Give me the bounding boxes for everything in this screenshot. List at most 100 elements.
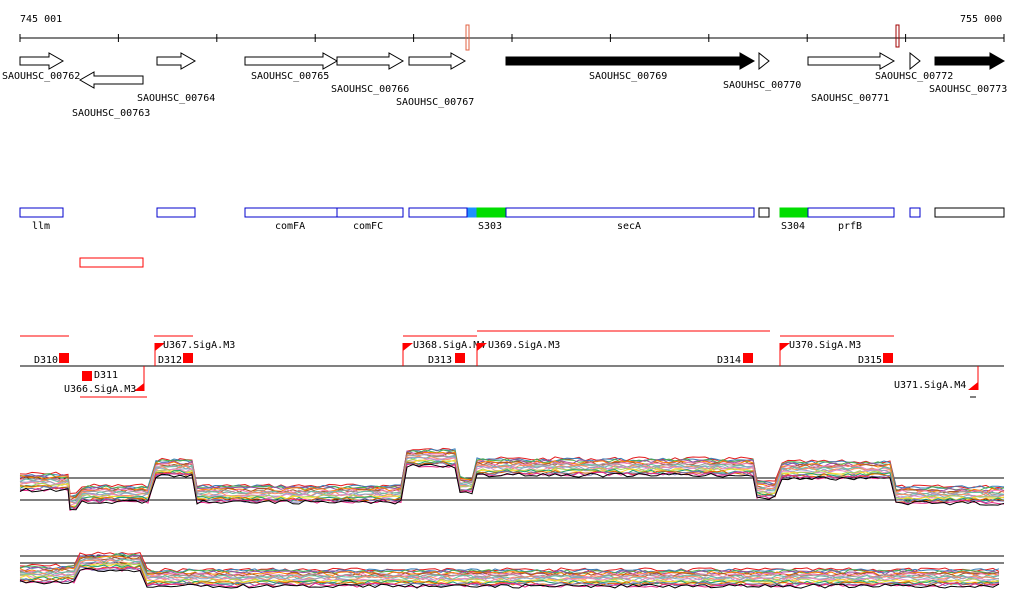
promoter-flag-icon — [403, 343, 413, 351]
red-region-box[interactable] — [79, 257, 144, 268]
regulatory-label: U366.SigA.M3 — [64, 384, 136, 395]
gene-track: SAOUHSC_00762 SAOUHSC_00763 SAOUHSC_00764 S… — [2, 51, 1007, 119]
regulatory-d314[interactable]: D314 — [717, 353, 753, 366]
gene-arrow-icon[interactable] — [408, 52, 467, 70]
expression-line — [19, 567, 1000, 589]
expression-plot-1 — [19, 447, 1005, 512]
expression-line — [19, 463, 1005, 511]
gene-saouhsc_00766[interactable]: SAOUHSC_00766 — [331, 52, 409, 95]
gene-arrow-icon[interactable] — [78, 71, 144, 89]
terminator-icon — [455, 353, 465, 363]
feature-box[interactable] — [476, 207, 507, 218]
feature-box[interactable] — [909, 207, 921, 218]
gene-saouhsc_00773[interactable]: SAOUHSC_00773 — [929, 52, 1007, 95]
expression-line — [19, 456, 1005, 504]
regulatory-u367-siga-m3[interactable]: U367.SigA.M3 — [154, 340, 235, 366]
regulatory-d313[interactable]: D313 — [428, 353, 465, 366]
gene-label: SAOUHSC_00767 — [396, 97, 474, 108]
gene-label: SAOUHSC_00772 — [875, 71, 953, 82]
feature-box[interactable] — [505, 207, 755, 218]
regulatory-d311[interactable]: D311 — [82, 370, 118, 381]
feature-label: secA — [617, 221, 641, 232]
feature-label: S304 — [781, 221, 805, 232]
regulatory-label: D310 — [34, 355, 58, 366]
gene-arrow-icon[interactable] — [156, 52, 197, 70]
ruler-marker — [465, 24, 470, 51]
ruler: 745 001 755 000 — [19, 14, 1005, 51]
gene-arrow-icon[interactable] — [505, 52, 756, 70]
feature-box[interactable] — [467, 207, 478, 218]
feature-label: llm — [32, 221, 50, 232]
expression-line — [19, 447, 1005, 495]
terminator-icon — [82, 371, 92, 381]
gene-saouhsc_00770[interactable]: SAOUHSC_00770 — [723, 51, 801, 91]
expression-line — [19, 449, 1005, 498]
feature-box[interactable] — [807, 207, 895, 218]
feature-box[interactable] — [934, 207, 1005, 218]
gene-saouhsc_00765[interactable]: SAOUHSC_00765 — [244, 52, 339, 82]
gene-label: SAOUHSC_00763 — [72, 108, 150, 119]
feature-box[interactable] — [156, 207, 196, 218]
gene-arrow-icon[interactable] — [807, 52, 896, 70]
promoter-flag-icon — [477, 343, 487, 351]
regulatory-label: D313 — [428, 355, 452, 366]
feature-box[interactable] — [336, 207, 404, 218]
gene-arrow-icon[interactable] — [336, 52, 405, 70]
regulatory-d310[interactable]: D310 — [34, 353, 69, 366]
gene-saouhsc_00769[interactable]: SAOUHSC_00769 — [505, 52, 756, 82]
gene-saouhsc_00767[interactable]: SAOUHSC_00767 — [396, 52, 474, 108]
expression-line — [19, 461, 1005, 510]
gene-arrow-icon[interactable] — [758, 51, 770, 71]
gene-saouhsc_00772[interactable]: SAOUHSC_00772 — [875, 51, 953, 82]
regulatory-label: D311 — [94, 370, 118, 381]
terminator-icon — [183, 353, 193, 363]
feature-box[interactable] — [408, 207, 468, 218]
regulatory-u371-siga-m4[interactable]: U371.SigA.M4 — [894, 366, 979, 391]
gene-label: SAOUHSC_00769 — [589, 71, 667, 82]
gene-saouhsc_00771[interactable]: SAOUHSC_00771 — [807, 52, 896, 104]
regulatory-d315[interactable]: D315 — [858, 353, 893, 366]
expression-line — [19, 451, 1005, 501]
regulatory-label: D312 — [158, 355, 182, 366]
ruler-start: 745 001 — [20, 14, 62, 25]
ruler-marker — [895, 24, 900, 48]
regulatory-u369-siga-m3[interactable]: U369.SigA.M3 — [476, 340, 560, 366]
regulatory-label: U369.SigA.M3 — [488, 340, 560, 351]
promoter-flag-icon — [968, 382, 978, 390]
regulatory-label: U367.SigA.M3 — [163, 340, 235, 351]
terminator-icon — [743, 353, 753, 363]
gene-label: SAOUHSC_00771 — [811, 93, 889, 104]
gene-arrow-icon[interactable] — [244, 52, 339, 70]
feature-box[interactable] — [19, 207, 64, 218]
expression-line — [19, 559, 1000, 581]
feature-label: prfB — [838, 221, 862, 232]
regulatory-d312[interactable]: D312 — [158, 353, 193, 366]
expression-plot-2 — [19, 551, 1004, 589]
regulatory-u368-siga-m4[interactable]: U368.SigA.M4 — [402, 340, 485, 366]
feature-box[interactable] — [244, 207, 338, 218]
regulatory-label: D314 — [717, 355, 741, 366]
regulatory-u366-siga-m3[interactable]: U366.SigA.M3 — [64, 366, 145, 395]
gene-label: SAOUHSC_00764 — [137, 93, 215, 104]
gene-arrow-icon[interactable] — [934, 52, 1006, 70]
gene-label: SAOUHSC_00762 — [2, 71, 80, 82]
gene-arrow-icon[interactable] — [909, 51, 921, 71]
terminator-icon — [59, 353, 69, 363]
promoter-flag-icon — [780, 343, 790, 351]
regulatory-label: U368.SigA.M4 — [413, 340, 485, 351]
feature-box[interactable] — [779, 207, 809, 218]
expression-line — [19, 551, 1000, 573]
feature-box[interactable] — [758, 207, 770, 218]
regulatory-u370-siga-m3[interactable]: U370.SigA.M3 — [779, 340, 861, 366]
gene-label: SAOUHSC_00773 — [929, 84, 1007, 95]
gene-label: SAOUHSC_00766 — [331, 84, 409, 95]
gene-saouhsc_00763[interactable]: SAOUHSC_00763 — [72, 71, 150, 119]
terminator-icon — [883, 353, 893, 363]
regulatory-label: D315 — [858, 355, 882, 366]
gene-saouhsc_00764[interactable]: SAOUHSC_00764 — [137, 52, 215, 104]
gene-saouhsc_00762[interactable]: SAOUHSC_00762 — [2, 52, 80, 82]
gene-arrow-icon[interactable] — [19, 52, 65, 70]
ruler-end: 755 000 — [960, 14, 1002, 25]
regulatory-label: U370.SigA.M3 — [789, 340, 861, 351]
